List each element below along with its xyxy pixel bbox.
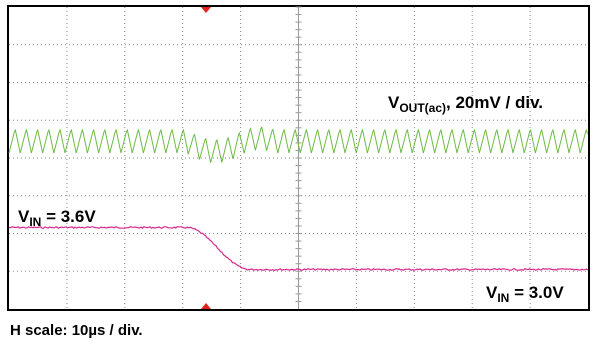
vout-label-sub: OUT(ac) [399,101,446,115]
vin-start-label: VIN = 3.6V [18,207,96,229]
vout-label: VOUT(ac), 20mV / div. [388,93,543,115]
vin-end-label-value: = 3.0V [509,283,564,302]
vin-start-label-sub: IN [29,215,41,229]
trigger-marker-bottom [201,303,211,309]
vout-label-scale: , 20mV / div. [446,93,543,112]
trigger-marker-top [201,7,211,13]
oscilloscope-chart: VOUT(ac), 20mV / div. VIN = 3.6V VIN = 3… [7,5,590,311]
vin-end-label-main: V [486,283,498,302]
h-scale-caption: H scale: 10µs / div. [10,322,143,339]
vout-label-main: V [388,93,400,112]
grid [9,6,588,309]
vout-ripple-trace [8,126,588,163]
vin-start-label-value: = 3.6V [41,207,96,226]
vin-step-trace [8,225,589,272]
vin-start-label-main: V [18,207,30,226]
vin-end-label: VIN = 3.0V [486,283,564,305]
traces [8,126,589,272]
vin-end-label-sub: IN [497,291,509,305]
